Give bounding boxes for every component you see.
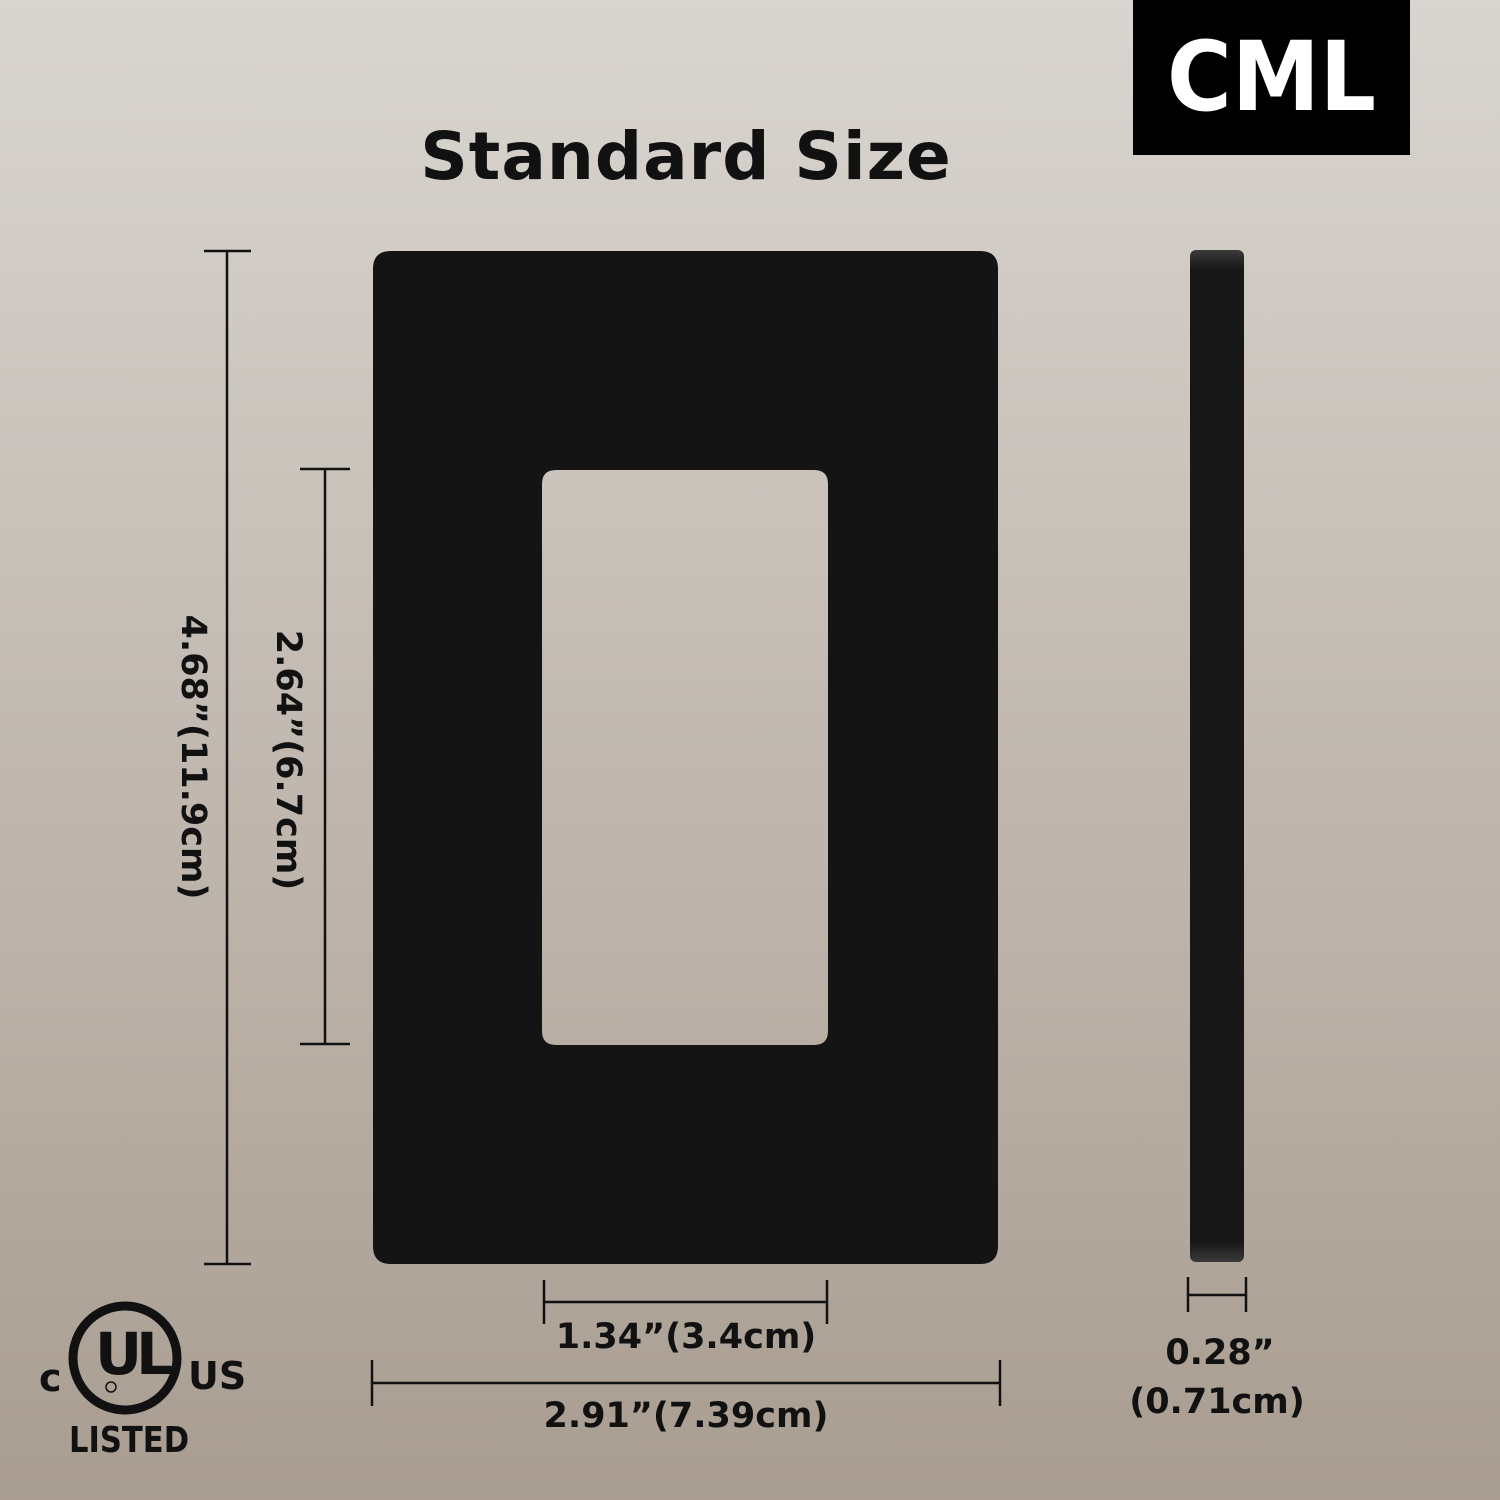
- thickness-cm-label: (0.71cm): [1129, 1382, 1305, 1422]
- opening-height-label: 2.64”(6.7cm): [268, 629, 308, 891]
- ul-listed-label: LISTED: [69, 1420, 190, 1461]
- width-label: 2.91”(7.39cm): [543, 1396, 829, 1436]
- ul-us-mark: US: [188, 1354, 247, 1398]
- ul-c-mark: c: [39, 1356, 62, 1400]
- wall-plate-side-profile: [1190, 250, 1244, 1262]
- wall-plate-front: [373, 251, 998, 1264]
- thickness-inch-label: 0.28”: [1165, 1333, 1275, 1373]
- page-title: Standard Size: [420, 118, 952, 195]
- dimension-lines: [204, 249, 1248, 1406]
- ul-mark: UL: [95, 1320, 173, 1388]
- height-label: 4.68”(11.9cm): [173, 614, 213, 900]
- brand-logo: CML: [1133, 0, 1410, 155]
- opening-width-label: 1.34”(3.4cm): [555, 1317, 817, 1357]
- ul-logo: [68, 1301, 182, 1415]
